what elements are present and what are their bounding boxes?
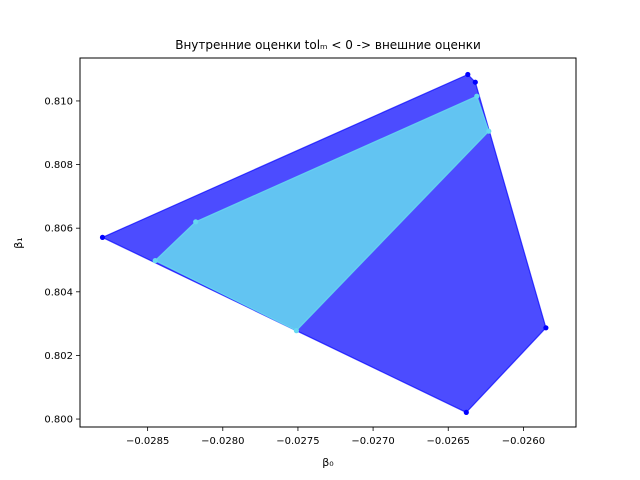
y-tick-label: 0.800 <box>44 415 73 426</box>
x-tick-label: −0.0260 <box>502 436 545 447</box>
y-tick-label: 0.804 <box>44 287 73 298</box>
series-1-vertex-0 <box>193 219 199 225</box>
series-1 <box>152 93 492 334</box>
series-0-vertex-1 <box>465 71 471 78</box>
series-0-vertex-0 <box>99 234 106 240</box>
series-1-vertex-1 <box>474 93 480 99</box>
y-axis-label: β₁ <box>12 237 25 248</box>
x-tick-label: −0.0275 <box>276 436 319 447</box>
y-axis-ticks: 0.800 0.802 0.804 0.806 0.808 0.810 <box>44 96 80 426</box>
x-tick-label: −0.0265 <box>427 436 470 447</box>
y-tick-label: 0.806 <box>44 224 73 235</box>
series-1-vertex-2 <box>486 128 492 134</box>
x-tick-label: −0.0270 <box>351 436 394 447</box>
axes-frame <box>79 57 577 428</box>
series-1-vertex-3 <box>293 328 299 334</box>
y-tick-label: 0.810 <box>44 96 73 107</box>
series-0-vertex-3 <box>543 325 549 331</box>
series-layer <box>99 71 549 415</box>
series-1-polygon <box>154 95 490 332</box>
x-axis-label: β₀ <box>322 456 334 469</box>
chart-title: Внутренние оценки tolₘ < 0 -> внешние оц… <box>175 38 481 52</box>
x-axis-ticks: −0.0285 −0.0280 −0.0275 −0.0270 −0.0265 −0.02… <box>126 427 545 447</box>
x-tick-label: −0.0280 <box>201 436 244 447</box>
series-1-vertex-4 <box>152 258 158 264</box>
series-0-vertex-2 <box>472 79 478 85</box>
plot-area: −0.0285 −0.0280 −0.0275 −0.0270 −0.0265 −0.02… <box>44 57 577 447</box>
series-0-vertex-4 <box>463 409 469 415</box>
y-tick-label: 0.802 <box>44 351 73 362</box>
x-tick-label: −0.0285 <box>126 436 169 447</box>
y-tick-label: 0.808 <box>44 160 73 171</box>
